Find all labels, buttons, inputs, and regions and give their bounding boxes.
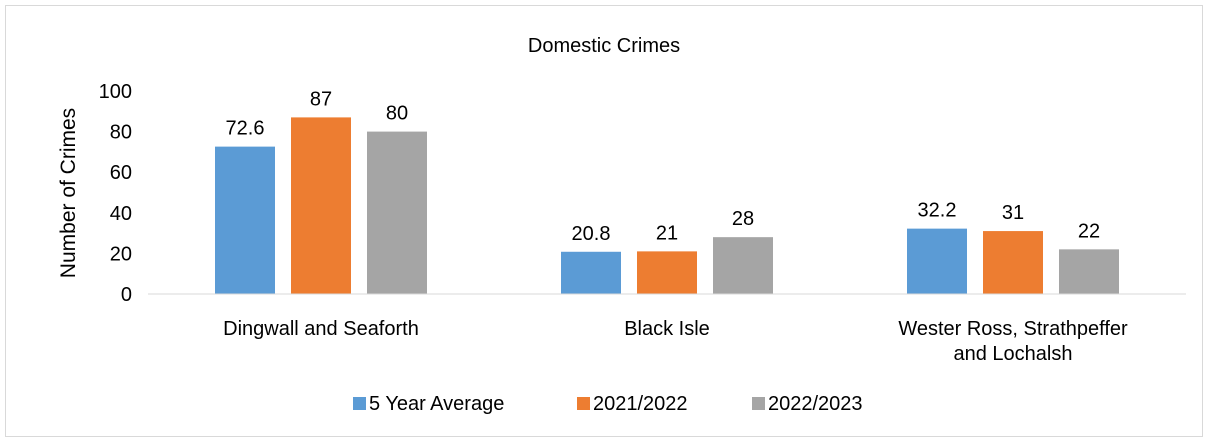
data-label: 20.8 [572,223,611,245]
category-label-line: and Lochalsh [954,343,1073,365]
bar [215,146,275,294]
category-label-line: Wester Ross, Strathpeffer [898,318,1128,340]
legend-label: 5 Year Average [369,393,504,415]
category-label: Wester Ross, Strathpeffer and Lochalsh [898,318,1128,365]
y-tick-label: 0 [121,284,132,306]
y-tick-label: 40 [110,203,132,225]
data-label: 21 [656,222,678,244]
category-label-line: Black Isle [624,318,710,340]
data-label: 80 [386,103,408,125]
legend-swatch [752,397,765,410]
bars: 72.6 87 80 20.8 21 28 32.2 31 22 [215,88,1119,294]
y-tick-label: 80 [110,122,132,144]
chart-frame [5,5,1203,437]
y-tick-label: 60 [110,162,132,184]
data-label: 87 [310,88,332,110]
bar [367,131,427,294]
bar [291,117,351,294]
chart-title: Domestic Crimes [528,35,680,57]
y-axis-label: Number of Crimes [57,108,80,278]
bar [907,228,967,294]
y-axis-ticks: 0 20 40 60 80 100 [99,81,132,306]
data-label: 22 [1078,220,1100,242]
category-label-line: Dingwall and Seaforth [223,318,419,340]
category-label: Dingwall and Seaforth [223,318,419,340]
category-labels: Dingwall and Seaforth Black Isle Wester Ro… [223,318,1128,365]
legend: 5 Year Average 2021/2022 2022/2023 [353,393,863,415]
data-label: 72.6 [226,118,265,140]
bar [637,251,697,294]
category-label: Black Isle [624,318,710,340]
y-tick-label: 100 [99,81,132,103]
data-label: 28 [732,208,754,230]
bar [713,237,773,294]
y-tick-label: 20 [110,243,132,265]
data-label: 32.2 [918,200,957,222]
legend-label: 2022/2023 [768,393,863,415]
legend-swatch [353,397,366,410]
legend-swatch [577,397,590,410]
data-label: 31 [1002,202,1024,224]
bar [561,251,621,294]
bar [983,231,1043,294]
legend-label: 2021/2022 [593,393,688,415]
bar [1059,249,1119,294]
